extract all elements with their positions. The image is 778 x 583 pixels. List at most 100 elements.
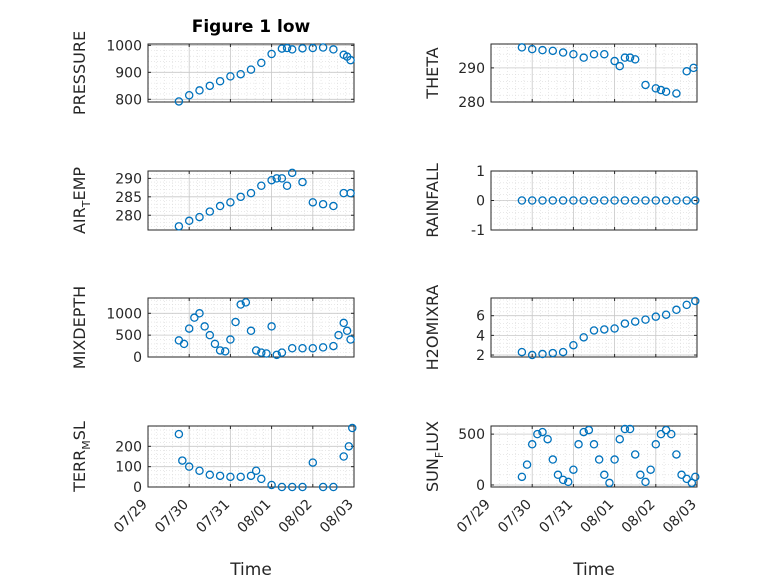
y-tick-label: 0 <box>133 480 142 496</box>
data-point <box>246 471 256 481</box>
data-point <box>205 470 215 480</box>
data-point <box>277 174 287 183</box>
data-point <box>348 423 357 433</box>
y-tick-label: 500 <box>458 427 485 443</box>
data-point <box>610 455 619 464</box>
data-point <box>661 196 671 205</box>
data-point <box>226 335 235 344</box>
data-point <box>346 335 355 344</box>
y-tick-label: 2 <box>476 348 485 364</box>
data-point <box>558 196 568 205</box>
y-tick-label: 1000 <box>106 306 142 322</box>
data-point <box>298 482 307 492</box>
data-point <box>630 317 640 326</box>
data-point <box>200 322 209 331</box>
y-axis-label: TERRMSL <box>70 421 93 493</box>
data-point <box>226 198 235 207</box>
data-point <box>682 67 691 76</box>
data-point <box>584 425 594 435</box>
data-point <box>527 440 537 449</box>
data-point <box>329 45 338 54</box>
data-point <box>527 196 537 205</box>
data-point <box>589 196 599 205</box>
data-point <box>184 91 194 100</box>
tick-marks <box>147 44 355 102</box>
data-point <box>656 85 666 95</box>
data-point <box>589 49 599 59</box>
data-point <box>558 475 568 485</box>
data-point <box>579 333 588 342</box>
data-point <box>533 429 542 439</box>
data-point <box>236 69 245 79</box>
data-point <box>574 440 583 449</box>
data-point <box>318 199 328 209</box>
data-point <box>682 300 691 310</box>
data-point <box>257 348 266 357</box>
data-point <box>538 349 547 359</box>
data-point <box>318 343 328 352</box>
data-point <box>174 222 184 231</box>
major-grid <box>491 426 697 487</box>
data-point <box>195 86 204 95</box>
data-point <box>625 53 635 62</box>
data-point <box>630 450 640 459</box>
axes-box <box>147 425 355 488</box>
data-point <box>527 350 537 360</box>
data-point <box>620 424 630 434</box>
data-point <box>184 324 194 333</box>
data-point <box>210 339 220 349</box>
major-grid <box>148 171 354 230</box>
data-point <box>691 296 700 306</box>
data-point <box>630 196 640 205</box>
data-point <box>215 76 225 86</box>
subplot-mixdepth: 0 500 1000 MIXDEPTH <box>70 286 355 369</box>
data-point <box>346 188 355 198</box>
data-point <box>329 201 338 211</box>
data-point <box>641 477 650 487</box>
data-point <box>308 198 318 207</box>
y-tick-label: -1 <box>471 223 485 239</box>
data-point <box>691 196 700 205</box>
y-tick-label: 280 <box>458 95 485 111</box>
data-point <box>517 196 527 205</box>
y-axis-label: MIXDEPTH <box>70 286 89 369</box>
data-point <box>298 177 307 187</box>
data-point <box>215 471 225 481</box>
data-series <box>174 168 355 231</box>
y-tick-label: 0 <box>476 478 485 494</box>
data-point <box>339 452 348 461</box>
data-point <box>548 46 558 56</box>
y-tick-label: 800 <box>115 92 142 108</box>
data-point <box>287 482 297 492</box>
y-tick-label: 500 <box>115 328 142 344</box>
data-point <box>651 312 661 321</box>
data-point <box>691 472 700 482</box>
y-tick-label: 100 <box>115 460 142 476</box>
data-point <box>610 196 619 205</box>
data-point <box>184 462 194 471</box>
data-point <box>579 196 588 205</box>
data-point <box>257 474 266 484</box>
data-point <box>517 43 527 52</box>
data-point <box>517 347 527 357</box>
data-point <box>641 196 650 205</box>
data-point <box>277 482 287 492</box>
subplot-rainfall: -1 0 1 RAINFALL <box>423 163 700 239</box>
tick-marks <box>490 44 698 103</box>
data-point <box>190 313 199 322</box>
data-point <box>329 482 338 492</box>
data-point <box>241 298 251 307</box>
y-tick-label: 200 <box>115 439 142 455</box>
data-point <box>298 344 307 353</box>
data-series <box>517 43 698 98</box>
data-point <box>277 44 287 53</box>
data-point <box>257 58 266 68</box>
data-point <box>651 440 661 449</box>
data-point <box>318 482 328 492</box>
data-point <box>195 309 204 318</box>
data-point <box>620 53 630 62</box>
data-point <box>620 319 630 328</box>
data-point <box>569 49 578 59</box>
data-point <box>215 201 225 211</box>
data-point <box>661 310 671 319</box>
